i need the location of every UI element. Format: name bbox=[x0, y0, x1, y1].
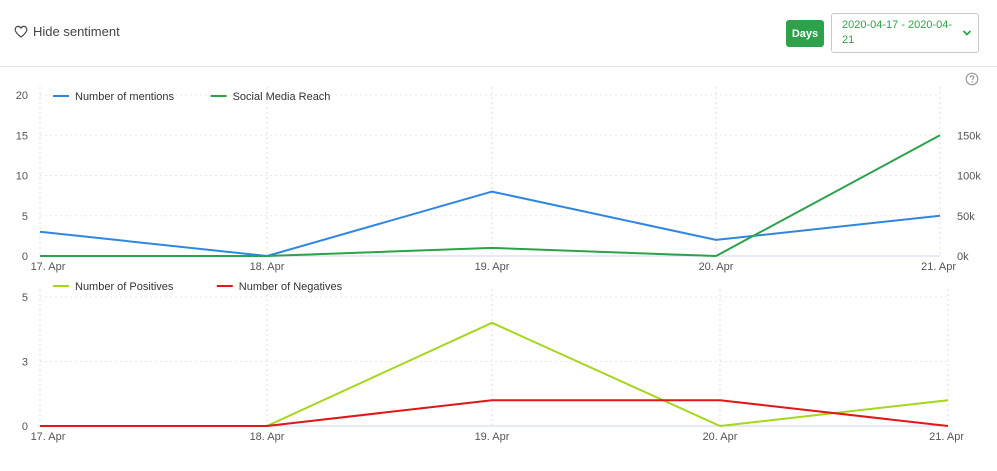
toolbar: Hide sentiment Days 2020-04-17 - 2020-04… bbox=[0, 0, 997, 67]
y-axis-tick-label: 3 bbox=[22, 357, 28, 369]
y-axis-tick-label: 15 bbox=[16, 130, 28, 142]
y-axis-tick-label: 10 bbox=[16, 171, 28, 183]
x-axis-tick-label: 21. Apr bbox=[929, 431, 964, 443]
date-range-select[interactable]: 2020-04-17 - 2020-04- 21 bbox=[831, 13, 979, 53]
series-line bbox=[40, 134, 941, 257]
hide-sentiment-label: Hide sentiment bbox=[33, 24, 120, 39]
y-axis-tick-label: 0 bbox=[22, 251, 28, 263]
question-circle-icon[interactable] bbox=[965, 72, 979, 86]
y-right-axis-tick-label: 50k bbox=[957, 211, 975, 223]
sentiment-chart: 0 3 5 17. Apr 18. Apr 19. Apr 20. Apr 21. Apr Nu… bbox=[22, 281, 964, 443]
days-button[interactable]: Days bbox=[786, 20, 824, 47]
legend-item-label: Social Media Reach bbox=[233, 91, 331, 103]
x-axis-tick-label: 21. Apr bbox=[921, 261, 956, 273]
legend-item-label: Number of Negatives bbox=[239, 281, 343, 293]
hide-sentiment-button[interactable]: Hide sentiment bbox=[14, 24, 120, 39]
y-axis-tick-label: 5 bbox=[22, 211, 28, 223]
y-axis-tick-label: 5 bbox=[22, 292, 28, 304]
y-right-axis-tick-label: 100k bbox=[957, 171, 981, 183]
charts-area: 0 5 10 15 20 0k 50k 100k 150k 17. Apr 18. Apr 19. A… bbox=[16, 87, 981, 443]
chevron-down-icon bbox=[962, 30, 972, 36]
y-right-axis-tick-label: 0k bbox=[957, 251, 969, 263]
x-axis-tick-label: 17. Apr bbox=[31, 431, 66, 443]
date-range-text-line2: 21 bbox=[842, 34, 855, 46]
y-axis-tick-label: 20 bbox=[16, 90, 28, 102]
mentions-reach-chart: 0 5 10 15 20 0k 50k 100k 150k 17. Apr 18. Apr 19. A… bbox=[16, 87, 981, 273]
series-line bbox=[40, 399, 949, 427]
x-axis-tick-label: 18. Apr bbox=[250, 431, 285, 443]
x-axis-tick-label: 18. Apr bbox=[250, 261, 285, 273]
x-axis-tick-label: 17. Apr bbox=[31, 261, 66, 273]
x-axis-tick-label: 20. Apr bbox=[699, 261, 734, 273]
date-range-text-line1: 2020-04-17 - 2020-04- bbox=[842, 19, 953, 31]
x-axis-tick-label: 19. Apr bbox=[475, 431, 510, 443]
legend-item-label: Number of mentions bbox=[75, 91, 175, 103]
series-line bbox=[39, 190, 941, 257]
x-axis-tick-label: 20. Apr bbox=[703, 431, 738, 443]
x-axis-tick-label: 19. Apr bbox=[475, 261, 510, 273]
y-right-axis-tick-label: 150k bbox=[957, 130, 981, 142]
legend-item-label: Number of Positives bbox=[75, 281, 174, 293]
heart-icon bbox=[14, 25, 28, 38]
y-axis-tick-label: 0 bbox=[22, 421, 28, 433]
